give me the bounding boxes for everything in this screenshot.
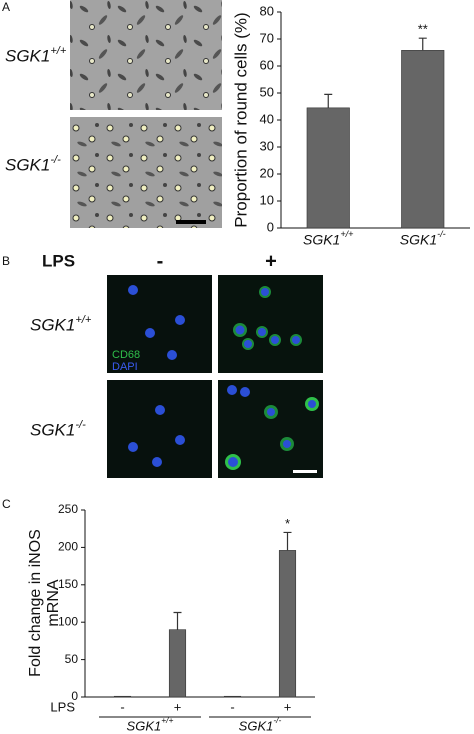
y-tick-label: 50 bbox=[65, 652, 79, 666]
x-tick-label: SGK1+/+ bbox=[303, 229, 354, 247]
y-tick-label: 20 bbox=[260, 165, 274, 180]
x-axis-label: LPS bbox=[50, 699, 75, 714]
bar bbox=[306, 107, 350, 229]
error-bar bbox=[283, 531, 292, 551]
y-tick-label: 0 bbox=[71, 689, 78, 703]
fluorescence-image bbox=[107, 380, 212, 478]
x-tick-label: SGK1-/- bbox=[400, 229, 446, 247]
x-tick-label: + bbox=[174, 699, 182, 714]
row-label: SGK1-/- bbox=[30, 419, 86, 440]
y-tick-label: 80 bbox=[260, 3, 274, 18]
y-tick-label: 150 bbox=[58, 577, 78, 591]
error-bar bbox=[418, 37, 427, 51]
y-tick-label: 50 bbox=[260, 84, 274, 99]
y-axis-label: Proportion of round cells (%) bbox=[231, 12, 250, 227]
bar bbox=[223, 695, 242, 698]
y-axis-label: Fold change in iNOS bbox=[27, 529, 44, 677]
panel-label: A bbox=[2, 0, 10, 14]
micrograph bbox=[70, 0, 222, 110]
condition-label: - bbox=[157, 250, 164, 272]
y-tick-label: 0 bbox=[267, 219, 274, 234]
bar bbox=[401, 50, 445, 229]
y-tick-label: 60 bbox=[260, 57, 274, 72]
x-tick-label: - bbox=[120, 699, 124, 714]
y-tick-label: 100 bbox=[58, 614, 78, 628]
panel-label: B bbox=[2, 254, 10, 268]
condition-label: + bbox=[265, 250, 277, 272]
panel-label: C bbox=[2, 497, 11, 511]
x-tick-label: + bbox=[284, 699, 292, 714]
group-label: SGK1+/+ bbox=[127, 715, 174, 733]
error-bar bbox=[173, 611, 182, 630]
y-tick-label: 250 bbox=[58, 502, 78, 516]
error-bar bbox=[324, 93, 333, 108]
x-tick-label: - bbox=[230, 699, 234, 714]
y-axis-label: mRNA bbox=[45, 579, 62, 626]
y-tick-label: 40 bbox=[260, 111, 274, 126]
group-label: SGK1-/- bbox=[239, 715, 282, 733]
significance-label: * bbox=[285, 516, 290, 531]
y-tick-label: 70 bbox=[260, 30, 274, 45]
bar bbox=[168, 629, 187, 698]
treatment-label: LPS bbox=[42, 251, 75, 270]
row-label: SGK1+/+ bbox=[5, 45, 67, 66]
scale-bar bbox=[176, 220, 206, 224]
fluorescence-image: CD68 DAPI bbox=[107, 275, 212, 373]
stain-label: DAPI bbox=[112, 361, 138, 373]
bar bbox=[113, 695, 132, 698]
stain-label: CD68 bbox=[112, 349, 140, 361]
y-tick-label: 30 bbox=[260, 138, 274, 153]
fluorescence-image bbox=[218, 275, 323, 373]
row-label: SGK1-/- bbox=[5, 154, 61, 175]
scale-bar bbox=[293, 470, 317, 473]
row-label: SGK1+/+ bbox=[30, 314, 92, 335]
y-tick-label: 10 bbox=[260, 192, 274, 207]
y-tick-label: 200 bbox=[58, 540, 78, 554]
fluorescence-image bbox=[218, 380, 323, 478]
bar bbox=[278, 550, 297, 698]
significance-label: ** bbox=[418, 22, 428, 37]
micrograph bbox=[70, 117, 222, 228]
